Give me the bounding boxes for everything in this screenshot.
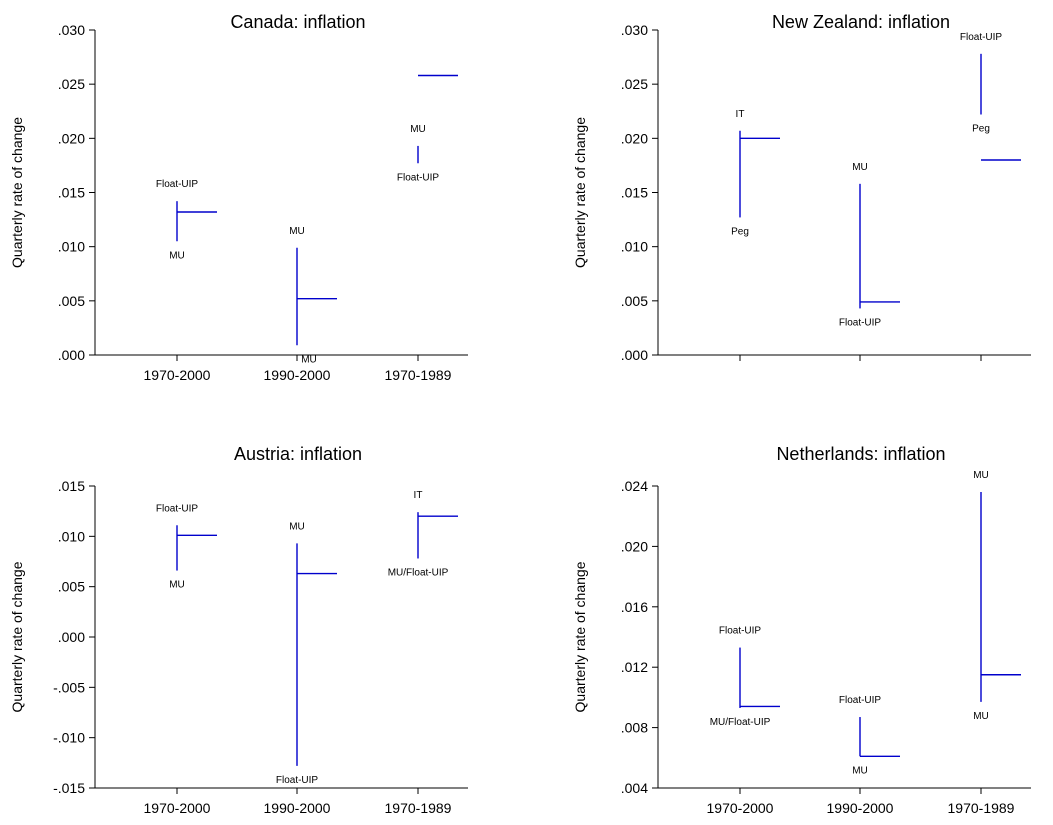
chart-netherlands-svg: Netherlands: inflation Quarterly rate of … [572, 444, 1031, 816]
new-zealand-ytick-label: .005 [621, 293, 648, 309]
new-zealand-ytick-label: .010 [621, 239, 648, 255]
austria-xtick-label: 1970-1989 [385, 800, 452, 816]
canada-low-label: MU [301, 354, 317, 365]
canada-ylabel: Quarterly rate of change [9, 117, 25, 268]
canada-title: Canada: inflation [230, 12, 365, 32]
canada-high-label: Float-UIP [156, 179, 199, 190]
new-zealand-ylabel: Quarterly rate of change [572, 117, 588, 268]
canada-low-label: MU [169, 250, 185, 261]
netherlands-xtick-label: 1990-2000 [827, 800, 894, 816]
netherlands-ytick-label: .016 [621, 599, 648, 615]
austria-ytick-label: -.010 [53, 730, 85, 746]
netherlands-ytick-label: .004 [621, 780, 648, 796]
new-zealand-ytick-label: .015 [621, 185, 648, 201]
new-zealand-ytick-label: .000 [621, 347, 648, 363]
new-zealand-low-label: Peg [731, 226, 749, 237]
canada-xtick-label: 1990-2000 [264, 367, 331, 383]
new-zealand-ytick-label: .030 [621, 22, 648, 38]
netherlands-title: Netherlands: inflation [776, 444, 945, 464]
canada-ytick-label: .025 [58, 76, 85, 92]
austria-ytick-label: .000 [58, 629, 85, 645]
austria-high-label: MU [289, 521, 305, 532]
netherlands-high-label: Float-UIP [839, 695, 882, 706]
canada-ytick-label: .000 [58, 347, 85, 363]
chart-new-zealand: New Zealand: inflation Quarterly rate of … [563, 0, 1053, 410]
canada-xtick-label: 1970-1989 [385, 367, 452, 383]
netherlands-xtick-label: 1970-2000 [707, 800, 774, 816]
austria-ylabel: Quarterly rate of change [9, 561, 25, 712]
new-zealand-ytick-label: .020 [621, 130, 648, 146]
netherlands-ytick-label: .024 [621, 478, 648, 494]
austria-high-label: IT [414, 490, 423, 501]
new-zealand-high-label: Float-UIP [960, 32, 1003, 43]
netherlands-ytick-label: .008 [621, 720, 648, 736]
netherlands-ylabel: Quarterly rate of change [572, 561, 588, 712]
canada-high-label: MU [289, 226, 305, 237]
chart-austria: Austria: inflation Quarterly rate of chan… [0, 410, 527, 820]
netherlands-ytick-label: .020 [621, 538, 648, 554]
austria-low-label: MU/Float-UIP [388, 567, 449, 578]
netherlands-high-label: Float-UIP [719, 626, 762, 637]
canada-ytick-label: .030 [58, 22, 85, 38]
canada-ytick-label: .010 [58, 239, 85, 255]
austria-xtick-label: 1970-2000 [144, 800, 211, 816]
netherlands-xtick-label: 1970-1989 [948, 800, 1015, 816]
new-zealand-high-label: MU [852, 162, 868, 173]
chart-netherlands: Netherlands: inflation Quarterly rate of … [563, 410, 1053, 820]
netherlands-low-label: MU/Float-UIP [710, 717, 771, 728]
chart-new-zealand-svg: New Zealand: inflation Quarterly rate of … [572, 12, 1031, 363]
chart-canada: Canada: inflation Quarterly rate of chang… [0, 0, 527, 410]
canada-high-label: MU [410, 124, 426, 135]
austria-ytick-label: .010 [58, 528, 85, 544]
netherlands-low-label: MU [973, 711, 989, 722]
canada-low-label: Float-UIP [397, 172, 440, 183]
netherlands-low-label: MU [852, 765, 868, 776]
austria-ytick-label: -.015 [53, 780, 85, 796]
austria-title: Austria: inflation [234, 444, 362, 464]
canada-ytick-label: .015 [58, 185, 85, 201]
austria-low-label: MU [169, 580, 185, 591]
austria-ytick-label: .005 [58, 579, 85, 595]
chart-canada-svg: Canada: inflation Quarterly rate of chang… [9, 12, 468, 383]
austria-xtick-label: 1990-2000 [264, 800, 331, 816]
chart-austria-svg: Austria: inflation Quarterly rate of chan… [9, 444, 468, 816]
austria-low-label: Float-UIP [276, 775, 319, 786]
canada-ytick-label: .005 [58, 293, 85, 309]
canada-ytick-label: .020 [58, 130, 85, 146]
netherlands-high-label: MU [973, 470, 989, 481]
netherlands-ytick-label: .012 [621, 659, 648, 675]
canada-xtick-label: 1970-2000 [144, 367, 211, 383]
new-zealand-low-label: Float-UIP [839, 317, 882, 328]
new-zealand-low-label: Peg [972, 124, 990, 135]
new-zealand-ytick-label: .025 [621, 76, 648, 92]
new-zealand-high-label: IT [736, 109, 745, 120]
austria-high-label: Float-UIP [156, 503, 199, 514]
austria-ytick-label: -.005 [53, 679, 85, 695]
new-zealand-title: New Zealand: inflation [772, 12, 950, 32]
austria-ytick-label: .015 [58, 478, 85, 494]
